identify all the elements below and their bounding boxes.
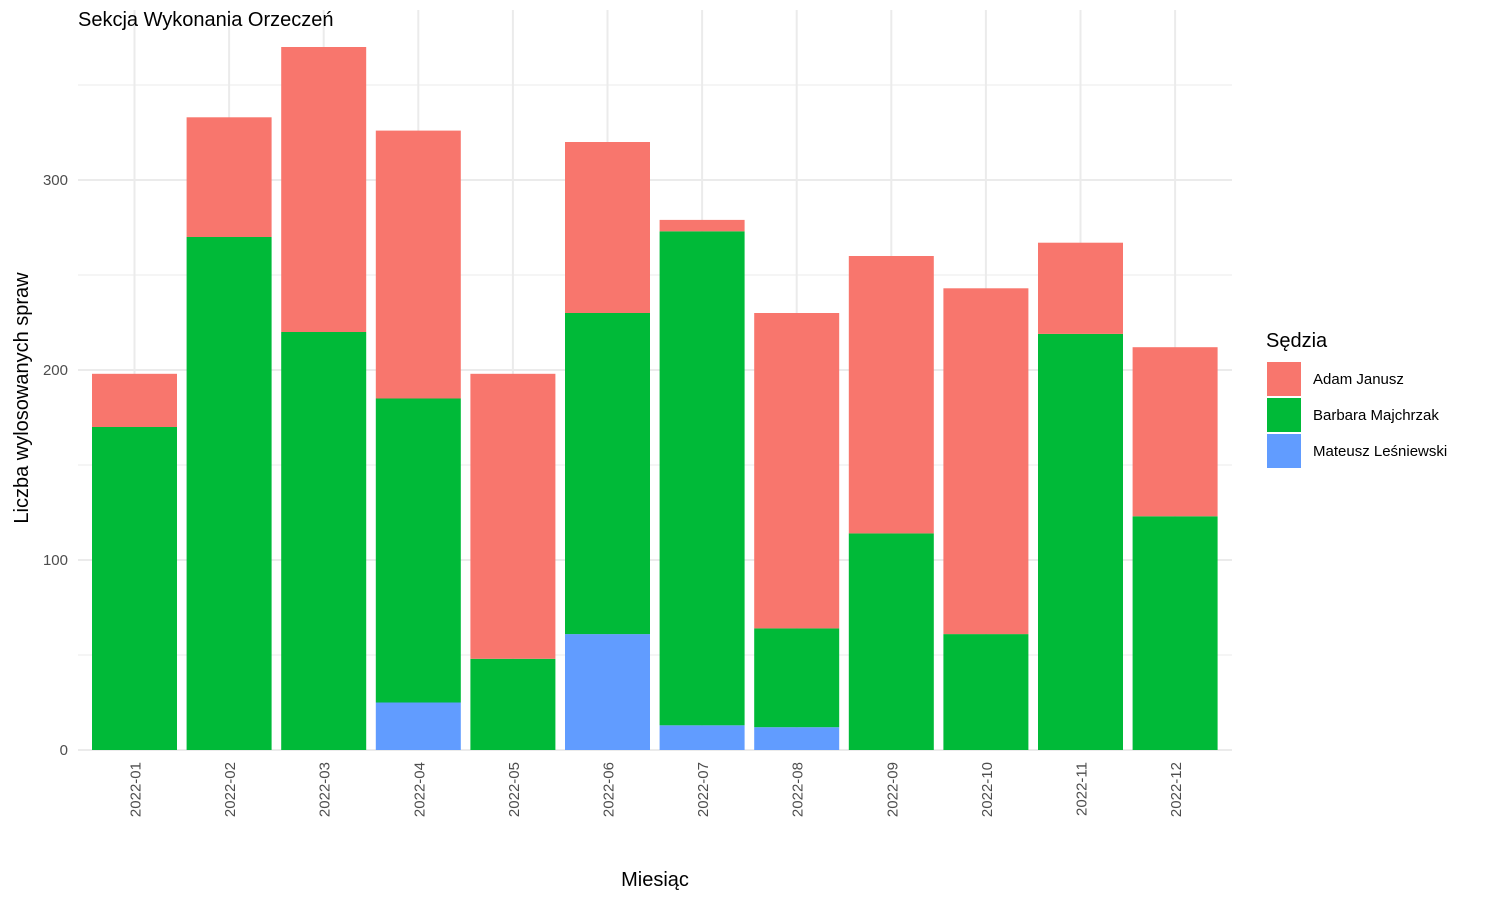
y-tick-label: 200 bbox=[43, 362, 68, 379]
y-axis-ticks: 0 100 200 300 bbox=[43, 172, 68, 759]
bar-segment-2022-11-barbara-majchrzak bbox=[1038, 333, 1123, 750]
x-tick-label: 2022-11 bbox=[1074, 762, 1091, 816]
legend-title: Sędzia bbox=[1266, 330, 1328, 352]
bar-segment-2022-03-adam-janusz bbox=[281, 47, 367, 332]
bar-segment-2022-02-adam-janusz bbox=[186, 117, 272, 237]
y-tick-label: 300 bbox=[43, 172, 68, 189]
bar-segment-2022-12-barbara-majchrzak bbox=[1132, 516, 1218, 750]
x-tick-label: 2022-10 bbox=[979, 762, 996, 817]
bar-segment-2022-05-adam-janusz bbox=[470, 373, 556, 659]
bar-segment-2022-03-barbara-majchrzak bbox=[281, 332, 367, 750]
bar-segment-2022-04-adam-janusz bbox=[375, 130, 461, 399]
x-tick-label: 2022-05 bbox=[506, 762, 523, 817]
bar-segment-2022-08-barbara-majchrzak bbox=[754, 628, 840, 728]
bar-segment-2022-02-barbara-majchrzak bbox=[186, 237, 272, 750]
chart-title: Sekcja Wykonania Orzeczeń bbox=[78, 9, 334, 31]
x-tick-label: 2022-06 bbox=[601, 762, 618, 817]
bar-segment-2022-01-adam-janusz bbox=[92, 373, 177, 427]
y-tick-label: 0 bbox=[60, 742, 68, 759]
bar-segment-2022-06-barbara-majchrzak bbox=[565, 313, 650, 635]
x-tick-label: 2022-08 bbox=[790, 762, 807, 817]
x-tick-label: 2022-12 bbox=[1168, 762, 1185, 817]
bar-segment-2022-09-adam-janusz bbox=[848, 256, 934, 534]
bar-segment-2022-10-adam-janusz bbox=[943, 288, 1029, 635]
x-tick-label: 2022-01 bbox=[128, 762, 145, 817]
legend-key-barbara-majchrzak bbox=[1267, 398, 1301, 432]
bar-segment-2022-10-barbara-majchrzak bbox=[943, 634, 1029, 750]
x-axis-ticks: 2022-01 2022-02 2022-03 2022-04 2022-05 2022-… bbox=[128, 762, 1186, 817]
bar-segment-2022-06-mateusz-leśniewski bbox=[565, 634, 650, 750]
x-tick-label: 2022-07 bbox=[695, 762, 712, 817]
x-tick-label: 2022-04 bbox=[411, 762, 428, 817]
x-tick-label: 2022-09 bbox=[884, 762, 901, 817]
bar-segment-2022-01-barbara-majchrzak bbox=[92, 427, 177, 750]
legend-key-mateusz-leśniewski bbox=[1267, 434, 1301, 468]
x-tick-label: 2022-03 bbox=[317, 762, 334, 817]
legend: Sędzia Adam Janusz Barbara Majchrzak Mateu… bbox=[1266, 330, 1447, 468]
bars bbox=[92, 47, 1218, 750]
x-axis-title: Miesiąc bbox=[621, 869, 689, 891]
y-axis-title: Liczba wylosowanych spraw bbox=[11, 272, 33, 524]
bar-segment-2022-07-mateusz-leśniewski bbox=[659, 725, 745, 750]
legend-label: Adam Janusz bbox=[1313, 371, 1404, 388]
bar-segment-2022-09-barbara-majchrzak bbox=[848, 533, 934, 750]
legend-label: Mateusz Leśniewski bbox=[1313, 443, 1447, 460]
bar-segment-2022-06-adam-janusz bbox=[565, 142, 650, 313]
bar-segment-2022-11-adam-janusz bbox=[1038, 242, 1123, 334]
x-tick-label: 2022-02 bbox=[222, 762, 239, 817]
bar-segment-2022-04-barbara-majchrzak bbox=[375, 398, 461, 703]
bar-segment-2022-08-mateusz-leśniewski bbox=[754, 727, 840, 750]
y-tick-label: 100 bbox=[43, 552, 68, 569]
bar-segment-2022-12-adam-janusz bbox=[1132, 347, 1218, 517]
bar-segment-2022-08-adam-janusz bbox=[754, 313, 840, 629]
legend-label: Barbara Majchrzak bbox=[1313, 407, 1439, 424]
bar-segment-2022-05-barbara-majchrzak bbox=[470, 658, 556, 750]
bar-segment-2022-04-mateusz-leśniewski bbox=[375, 702, 461, 750]
bar-segment-2022-07-adam-janusz bbox=[659, 219, 745, 232]
legend-key-adam-janusz bbox=[1267, 362, 1301, 396]
bar-segment-2022-07-barbara-majchrzak bbox=[659, 231, 745, 726]
